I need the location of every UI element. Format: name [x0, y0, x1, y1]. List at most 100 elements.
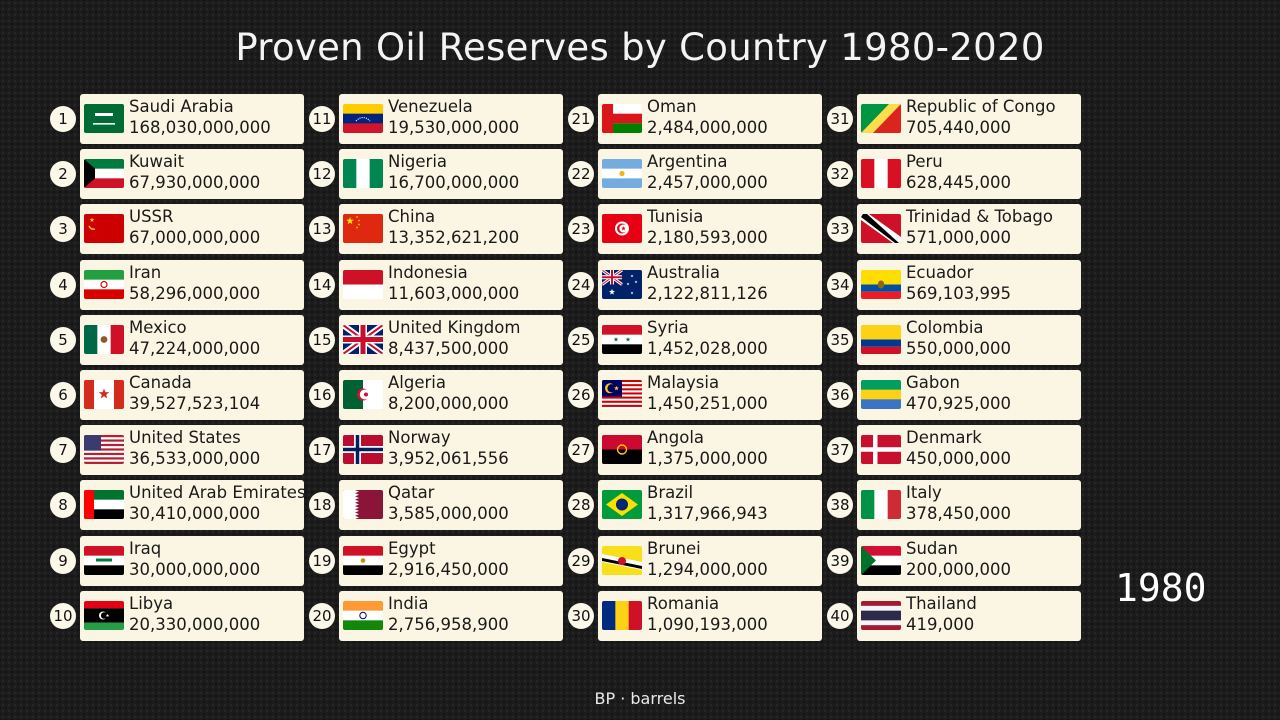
united-kingdom-flag-icon	[343, 324, 383, 354]
country-card: Syria 1,452,028,000	[598, 314, 822, 365]
denmark-flag-icon	[861, 435, 901, 465]
country-card: Peru 628,445,000	[857, 149, 1081, 200]
india-flag-icon	[343, 600, 383, 630]
country-name: Oman	[647, 97, 697, 116]
country-name: Sudan	[906, 538, 958, 558]
country-name: Ecuador	[906, 262, 974, 282]
country-name: Thailand	[906, 593, 977, 613]
country-card: Romania 1,090,193,000	[598, 590, 822, 641]
country-name: Peru	[906, 152, 943, 172]
gabon-flag-icon	[861, 380, 901, 409]
country-name: United Kingdom	[388, 317, 521, 337]
country-card: Indonesia 11,603,000,000	[339, 259, 563, 310]
country-card: Mexico 47,224,000,000	[80, 314, 304, 365]
iran-flag-icon	[84, 269, 124, 299]
country-card: Republic of Congo 705,440,000	[857, 94, 1081, 144]
country-name: Norway	[388, 428, 451, 448]
country-card: Brazil 1,317,966,943	[598, 480, 822, 531]
reserves-value: 628,445,000	[906, 173, 1011, 193]
rank-badge: 37	[827, 437, 853, 464]
country-name: Republic of Congo	[906, 97, 1056, 116]
country-name: Italy	[906, 483, 942, 503]
reserves-value: 30,410,000,000	[129, 504, 261, 524]
egypt-flag-icon	[343, 545, 383, 575]
reserves-value: 8,200,000,000	[388, 394, 509, 413]
country-name: Iraq	[129, 538, 162, 558]
rank-badge: 13	[309, 216, 335, 243]
reserves-value: 2,180,593,000	[647, 228, 768, 248]
country-name: Algeria	[388, 373, 446, 392]
country-card: Iran 58,296,000,000	[80, 259, 304, 310]
rank-badge: 9	[50, 547, 76, 574]
brunei-flag-icon	[602, 545, 642, 575]
reserves-value: 2,484,000,000	[647, 118, 768, 137]
rank-badge: 15	[309, 326, 335, 353]
rank-badge: 40	[827, 602, 853, 629]
reserves-value: 8,437,500,000	[388, 338, 509, 358]
reserves-value: 470,925,000	[906, 394, 1011, 413]
country-card: United States 36,533,000,000	[80, 425, 304, 476]
reserves-value: 36,533,000,000	[129, 449, 261, 469]
reserves-value: 378,450,000	[906, 504, 1011, 524]
country-card: Colombia 550,000,000	[857, 314, 1081, 365]
reserves-value: 30,000,000,000	[129, 559, 261, 579]
reserves-value: 419,000	[906, 614, 975, 634]
country-card: Tunisia 2,180,593,000	[598, 204, 822, 255]
country-name: Nigeria	[388, 152, 448, 172]
reserves-value: 569,103,995	[906, 283, 1011, 303]
peru-flag-icon	[861, 159, 901, 189]
country-name: Canada	[129, 373, 192, 392]
country-name: Egypt	[388, 538, 436, 558]
country-card: Iraq 30,000,000,000	[80, 535, 304, 586]
country-name: India	[388, 593, 429, 613]
rank-badge: 39	[827, 547, 853, 574]
reserves-value: 67,000,000,000	[129, 228, 261, 248]
country-name: Colombia	[906, 317, 984, 337]
country-name: Denmark	[906, 428, 982, 448]
country-card: Norway 3,952,061,556	[339, 425, 563, 476]
country-card: Ecuador 569,103,995	[857, 259, 1081, 310]
argentina-flag-icon	[602, 159, 642, 189]
country-card: Venezuela 19,530,000,000	[339, 94, 563, 144]
indonesia-flag-icon	[343, 269, 383, 299]
country-name: Tunisia	[647, 207, 704, 227]
country-name: Brazil	[647, 483, 694, 503]
republic-of-congo-flag-icon	[861, 104, 901, 133]
colombia-flag-icon	[861, 324, 901, 354]
country-card: USSR 67,000,000,000	[80, 204, 304, 255]
iraq-flag-icon	[84, 545, 124, 575]
country-name: United States	[129, 428, 241, 448]
country-name: Gabon	[906, 373, 960, 392]
angola-flag-icon	[602, 435, 642, 465]
source-footer: BP · barrels	[594, 689, 686, 708]
reserves-value: 67,930,000,000	[129, 173, 261, 193]
country-name: USSR	[129, 207, 174, 227]
country-card: Libya 20,330,000,000	[80, 590, 304, 641]
rank-badge: 28	[568, 492, 594, 519]
brazil-flag-icon	[602, 490, 642, 520]
country-card: United Arab Emirates 30,410,000,000	[80, 480, 306, 531]
country-name: Syria	[647, 317, 689, 337]
norway-flag-icon	[343, 435, 383, 465]
ecuador-flag-icon	[861, 269, 901, 299]
kuwait-flag-icon	[84, 159, 124, 189]
country-card: Thailand 419,000	[857, 590, 1081, 641]
country-card: United Kingdom 8,437,500,000	[339, 314, 563, 365]
rank-badge: 6	[50, 382, 76, 408]
nigeria-flag-icon	[343, 159, 383, 189]
country-name: Brunei	[647, 538, 701, 558]
rank-badge: 2	[50, 161, 76, 188]
reserves-value: 1,375,000,000	[647, 449, 768, 469]
reserves-value: 2,756,958,900	[388, 614, 509, 634]
rank-badge: 8	[50, 492, 76, 519]
venezuela-flag-icon	[343, 104, 383, 133]
rank-badge: 1	[50, 106, 76, 132]
rank-badge: 12	[309, 161, 335, 188]
rank-badge: 4	[50, 271, 76, 298]
country-card: Kuwait 67,930,000,000	[80, 149, 304, 200]
country-card: Angola 1,375,000,000	[598, 425, 822, 476]
malaysia-flag-icon	[602, 380, 642, 409]
reserves-value: 550,000,000	[906, 338, 1011, 358]
rank-badge: 26	[568, 382, 594, 408]
syria-flag-icon	[602, 324, 642, 354]
